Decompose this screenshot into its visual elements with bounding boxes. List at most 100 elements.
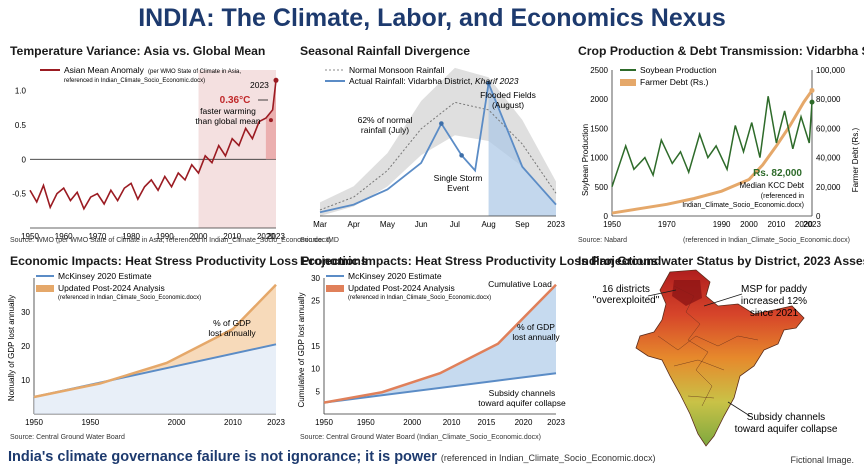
debt-ann3: Indian_Climate_Socio_Economic.docx) <box>682 202 804 209</box>
panel3-source: Source: Nabard <box>578 237 628 244</box>
flood-area <box>488 83 556 216</box>
y-right-tick: 100,000 <box>816 66 845 75</box>
y-tick-label: 0.5 <box>15 121 27 130</box>
panel2-source: Source: IMD <box>300 237 339 244</box>
y-right-tick: 0 <box>816 212 821 221</box>
footer-ref: (referenced in Indian_Climate_Socio_Econ… <box>440 453 656 463</box>
series-line-mckinsey <box>323 372 557 404</box>
annotation-msp2: increased 12% <box>741 296 807 307</box>
x-tick-label: Aug <box>481 220 495 229</box>
y-tick-label: 0 <box>22 155 27 164</box>
x-tick-label: 2000 <box>740 220 758 229</box>
district-boundaries <box>657 285 759 407</box>
footer-statement: India's climate governance failure is no… <box>8 449 656 465</box>
y-axis-left-label: Soybean Production <box>581 124 590 196</box>
india-map-shape <box>635 269 805 447</box>
panel1-source: Source: WMO (per WMO State of Climate in… <box>10 237 331 244</box>
x-tick-label: 2020 <box>257 232 275 241</box>
series-line-debt <box>611 89 814 215</box>
x-tick-label: 1960 <box>55 232 73 241</box>
legend-mckinsey: McKinsey 2020 Estimate <box>58 271 152 281</box>
debt-ann1: Median KCC Debt <box>740 181 805 190</box>
y-right-tick: 40,000 <box>816 154 841 163</box>
legend-asian-ref2: referenced in Indian_Climate_Socio_Econo… <box>64 78 205 84</box>
x-tick-label: 1990 <box>156 232 174 241</box>
legend-updated-ref: (referenced in Indian_Climate_Socio_Econ… <box>348 295 491 301</box>
legend-swatch-debt <box>620 79 636 86</box>
panel3-source-right: (referenced in Indian_Climate_Socio_Econ… <box>683 237 850 244</box>
gap-area <box>324 284 556 403</box>
panel5-source: Source: Central Ground Water Board (Indi… <box>300 434 541 441</box>
x-tick-label: 2023 <box>267 232 285 241</box>
annotation-subsidy1: Subsidy channels <box>747 412 825 423</box>
panel3-title: Crop Production & Debt Transmission: Vid… <box>578 44 864 58</box>
y-axis-label: Nonually of GDP lost annually <box>7 295 16 401</box>
legend-asian: Asian Mean Anomaly <box>64 65 145 75</box>
y-left-tick: 1000 <box>590 154 608 163</box>
rainfall-chart: Mar Apr May Jun Jul Aug Sep 2023 Normal Monsoon… <box>313 65 565 229</box>
overexploited-region <box>672 280 702 306</box>
x-tick-label: 2020 <box>515 418 533 427</box>
y-tick-label: 25 <box>311 297 320 306</box>
y-tick-label: 10 <box>21 376 30 385</box>
x-tick-label: 1950 <box>81 418 99 427</box>
fictional-note: Fictional Image. <box>790 455 854 465</box>
end-point <box>273 77 279 83</box>
series-line-soybean <box>611 96 813 188</box>
x-tick-label: 1970 <box>658 220 676 229</box>
annotation-gdp1: % of GDP <box>517 322 555 332</box>
point-2021 <box>268 118 273 123</box>
annotation-pointer2 <box>703 293 743 307</box>
soy-end-point <box>809 99 815 105</box>
x-tick-label: 2010 <box>223 232 241 241</box>
annotation-text2: than global mean <box>195 116 260 126</box>
y-left-tick: 500 <box>595 183 609 192</box>
annotation-msp3: since 2021 <box>750 308 799 319</box>
annotation-pointer1 <box>647 289 677 297</box>
legend-updated-ref: (referenced in Indian_Climate_Socio_Econ… <box>58 295 201 301</box>
panel6-title: Indian Groundwater Status by District, 2… <box>578 254 864 268</box>
cumulative-chart: 1950 1950 2000 2010 2015 2020 2023 30 25 15 10 5 C… <box>297 271 566 427</box>
panel4-title: Economic Impacts: Heat Stress Productivi… <box>10 254 368 268</box>
highlight-point <box>486 81 491 86</box>
highlight-point <box>459 153 464 158</box>
series-line-updated <box>33 283 277 399</box>
x-tick-label: 1950 <box>603 220 621 229</box>
annotation-gdp2: lost annually <box>512 332 560 342</box>
x-tick-label: 2000 <box>190 232 208 241</box>
x-tick-label: 1950 <box>315 418 333 427</box>
x-tick-label: 1970 <box>88 232 106 241</box>
x-tick-label: 1950 <box>25 418 43 427</box>
x-tick-label: 2023 <box>803 220 821 229</box>
annotation-storm2: Event <box>447 183 469 193</box>
panel4-source: Source: Central Ground Water Board <box>10 434 125 441</box>
annotation-july2: rainfall (July) <box>361 125 409 135</box>
series-line-asian <box>29 80 277 211</box>
annotation-value: 0.36°C <box>220 95 251 106</box>
debt-ann2: (referenced in <box>761 193 804 200</box>
series-line-updated <box>323 283 557 404</box>
legend-normal: Normal Monsoon Rainfall <box>349 65 445 75</box>
x-tick-label: May <box>380 220 395 229</box>
x-tick-label: Jun <box>415 220 428 229</box>
legend-updated: Updated Post-2024 Analysis <box>58 283 165 293</box>
annotation-text1: faster warming <box>200 106 256 116</box>
x-tick-label: 2010 <box>443 418 461 427</box>
panel1-title: Temperature Variance: Asia vs. Global Me… <box>10 44 266 58</box>
annotation-july1: 62% of normal <box>358 115 413 125</box>
legend-mckinsey: McKinsey 2020 Estimate <box>348 271 442 281</box>
annotation-msp1: MSP for paddy <box>741 284 807 295</box>
base-area <box>34 344 276 414</box>
annotation-subsidy2: toward aquifer collapse <box>478 398 566 408</box>
legend-soybean: Soybean Production <box>640 65 717 75</box>
annotation-year: 2023 <box>250 80 269 90</box>
annotation-cumulative: Cumulative Load <box>488 279 552 289</box>
x-tick-label: 1980 <box>122 232 140 241</box>
annotation-flood1: Flooded Fields <box>480 90 536 100</box>
legend-swatch-updated <box>36 285 54 292</box>
annotation-gdp2: lost annually <box>208 328 256 338</box>
annotation-flood2: (August) <box>492 100 524 110</box>
